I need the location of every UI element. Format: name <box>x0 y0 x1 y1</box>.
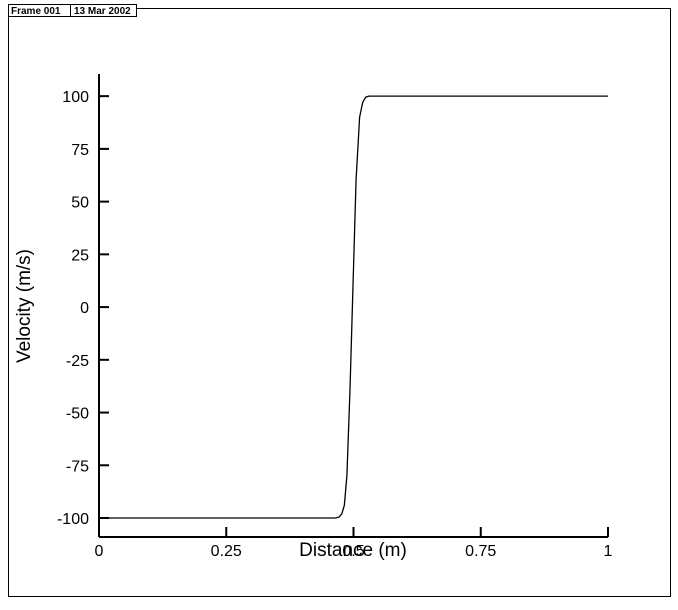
data-line <box>99 95 608 519</box>
y-axis-title: Velocity (m/s) <box>14 249 35 363</box>
frame-label: Frame 001 <box>11 6 61 17</box>
frame-border <box>8 8 671 597</box>
x-tick-label: 0 <box>95 543 104 560</box>
date-label: 13 Mar 2002 <box>74 6 131 17</box>
y-tick-label: 25 <box>71 247 89 264</box>
y-tick-label: -75 <box>66 458 89 475</box>
x-tick-label: 0.5 <box>342 543 364 560</box>
x-tick-label: 1 <box>604 543 613 560</box>
y-tick-label: -50 <box>66 406 89 423</box>
y-tick-label: 75 <box>71 142 89 159</box>
y-tick-label: 100 <box>62 89 89 106</box>
y-tick-label: -25 <box>66 353 89 370</box>
x-tick-label: 0.25 <box>211 543 242 560</box>
y-tick-label: 50 <box>71 195 89 212</box>
y-tick-label: 0 <box>80 300 89 317</box>
header-box <box>70 4 137 17</box>
x-tick-label: 0.75 <box>465 543 496 560</box>
x-axis-title: Distance (m) <box>299 540 407 561</box>
y-tick-label: -100 <box>57 511 89 528</box>
